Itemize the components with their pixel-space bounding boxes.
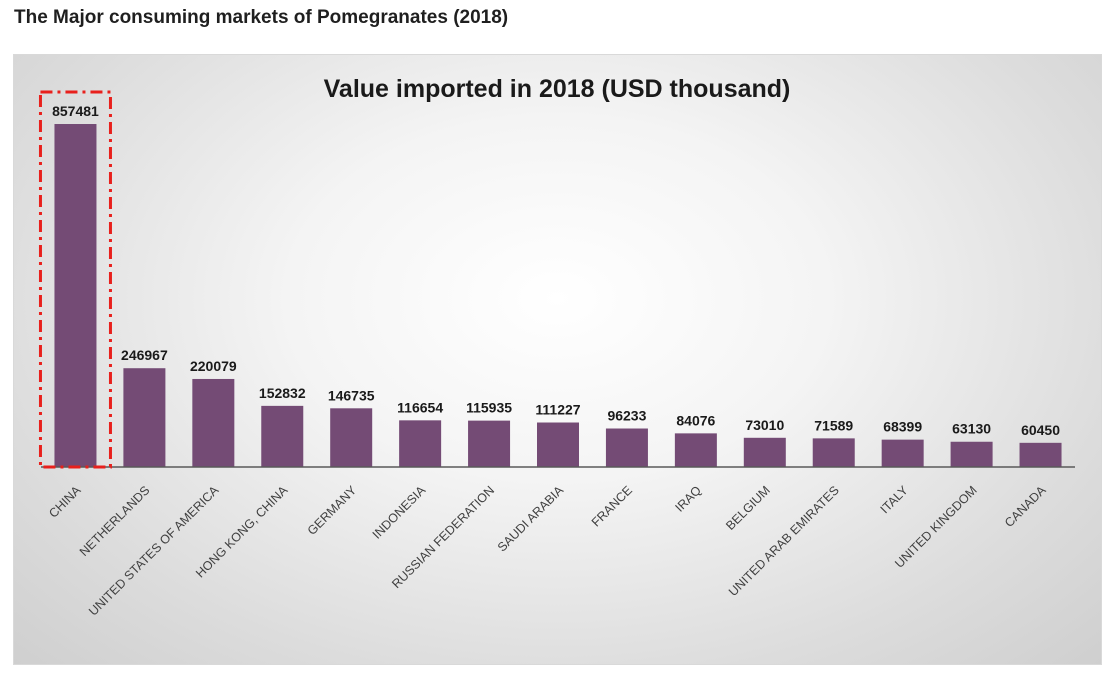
bar-belgium [743,437,786,467]
category-label-saudi-arabia: SAUDI ARABIA [495,483,567,555]
category-label-netherlands: NETHERLANDS [77,483,153,559]
category-label-united-arab-emirates: UNITED ARAB EMIRATES [726,483,842,599]
chart-title: Value imported in 2018 (USD thousand) [324,75,791,103]
bar-italy [881,439,924,467]
bar-russian-federation [468,420,511,467]
bar-chart: Value imported in 2018 (USD thousand) 85… [38,75,1075,619]
bar-iraq [674,433,717,467]
bar-hong-kong-china [261,405,304,467]
category-label-iraq: IRAQ [672,483,704,515]
bar-united-states-of-america [192,378,235,467]
category-label-france: FRANCE [589,483,635,529]
category-label-italy: ITALY [878,483,912,517]
data-label-germany: 146735 [328,387,375,403]
data-label-china: 857481 [52,103,99,119]
data-label-hong-kong-china: 152832 [259,385,306,401]
data-labels-group: 857481 246967 220079 152832 146735 116654 1159… [52,103,1060,438]
data-label-united-states-of-america: 220079 [190,358,237,374]
data-label-russian-federation: 115935 [466,400,512,416]
bar-canada [1019,442,1062,467]
data-label-indonesia: 116654 [397,399,443,415]
bar-china [54,124,97,467]
data-label-saudi-arabia: 111227 [535,402,580,418]
category-label-belgium: BELGIUM [723,483,773,533]
data-label-iraq: 84076 [676,412,715,428]
highlight-box [38,90,112,469]
bar-france [605,428,648,467]
category-label-united-states-of-america: UNITED STATES OF AMERICA [86,483,222,619]
bars-group [54,124,1062,467]
data-label-united-kingdom: 63130 [952,421,991,437]
data-label-italy: 68399 [883,419,922,435]
data-label-france: 96233 [607,408,646,424]
bar-indonesia [399,420,442,467]
bar-united-arab-emirates [812,438,855,467]
bar-germany [330,408,373,467]
category-label-germany: GERMANY [305,483,360,538]
category-label-canada: CANADA [1002,483,1049,530]
bar-netherlands [123,368,166,467]
bar-saudi-arabia [537,422,579,467]
page-heading: The Major consuming markets of Pomegrana… [14,7,509,28]
data-label-canada: 60450 [1021,422,1060,438]
data-label-belgium: 73010 [745,417,784,433]
category-label-china: CHINA [46,483,84,521]
category-label-indonesia: INDONESIA [370,483,429,542]
data-label-netherlands: 246967 [121,347,168,363]
chart-panel: Value imported in 2018 (USD thousand) 85… [13,54,1102,665]
data-label-united-arab-emirates: 71589 [814,417,853,433]
bar-united-kingdom [950,441,993,467]
